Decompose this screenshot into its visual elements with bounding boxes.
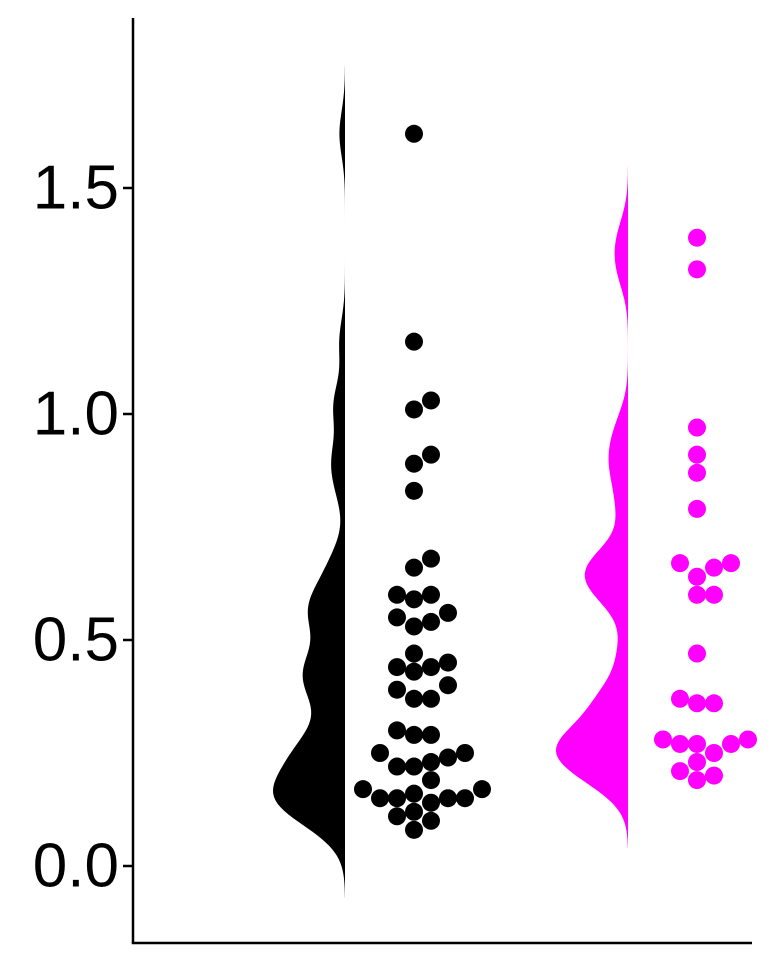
data-point [405,785,423,803]
data-point [388,758,406,776]
data-point [405,455,423,473]
data-point [688,464,706,482]
data-point [688,229,706,247]
data-point [405,821,423,839]
data-point [688,735,706,753]
data-point [388,789,406,807]
data-point-layer [354,125,757,839]
data-point [456,789,474,807]
data-point [388,586,406,604]
data-point [671,690,689,708]
data-point [688,419,706,437]
data-point [422,586,440,604]
data-point [688,771,706,789]
data-point [439,789,457,807]
y-tick-label: 0.5 [33,606,119,675]
data-point [473,780,491,798]
data-point [688,260,706,278]
data-point [654,730,672,748]
data-point [739,730,757,748]
data-point [439,749,457,767]
data-point [439,604,457,622]
data-point [405,726,423,744]
data-point [705,559,723,577]
data-point [439,676,457,694]
data-point [405,690,423,708]
y-tick-label: 1.0 [33,380,119,449]
data-point [371,789,389,807]
data-point [388,681,406,699]
data-point [405,559,423,577]
data-point [422,726,440,744]
data-point [354,780,372,798]
data-point [405,803,423,821]
density-half-violin-1 [273,66,345,898]
data-point [688,500,706,518]
data-point [405,617,423,635]
data-point [722,554,740,572]
data-point [688,753,706,771]
y-tick-label: 0.0 [33,832,119,901]
data-point [388,608,406,626]
data-point [405,590,423,608]
data-point [405,663,423,681]
data-point [688,645,706,663]
data-point [671,735,689,753]
data-point [422,446,440,464]
data-point [722,735,740,753]
data-point [688,694,706,712]
data-point [422,771,440,789]
data-point [422,753,440,771]
data-point [405,758,423,776]
data-point [422,391,440,409]
data-point [688,568,706,586]
half-violin-layer [273,66,628,898]
data-point [405,645,423,663]
data-point [422,550,440,568]
data-point [456,744,474,762]
data-point [422,690,440,708]
y-tick-label: 1.5 [33,154,119,223]
data-point [388,807,406,825]
data-point [422,613,440,631]
data-point [422,794,440,812]
data-point [705,744,723,762]
data-point [371,744,389,762]
data-point [405,125,423,143]
data-point [705,767,723,785]
data-point [422,812,440,830]
y-ticks: 0.0 0.5 1.0 1.5 [33,154,133,901]
density-half-violin-2 [556,165,628,848]
data-point [405,400,423,418]
data-point [671,554,689,572]
data-point [405,333,423,351]
data-point [671,762,689,780]
data-point [688,446,706,464]
data-point [688,586,706,604]
data-point [422,658,440,676]
data-point [705,694,723,712]
data-point [705,586,723,604]
data-point [405,482,423,500]
data-point [388,721,406,739]
data-point [439,654,457,672]
data-point [388,658,406,676]
